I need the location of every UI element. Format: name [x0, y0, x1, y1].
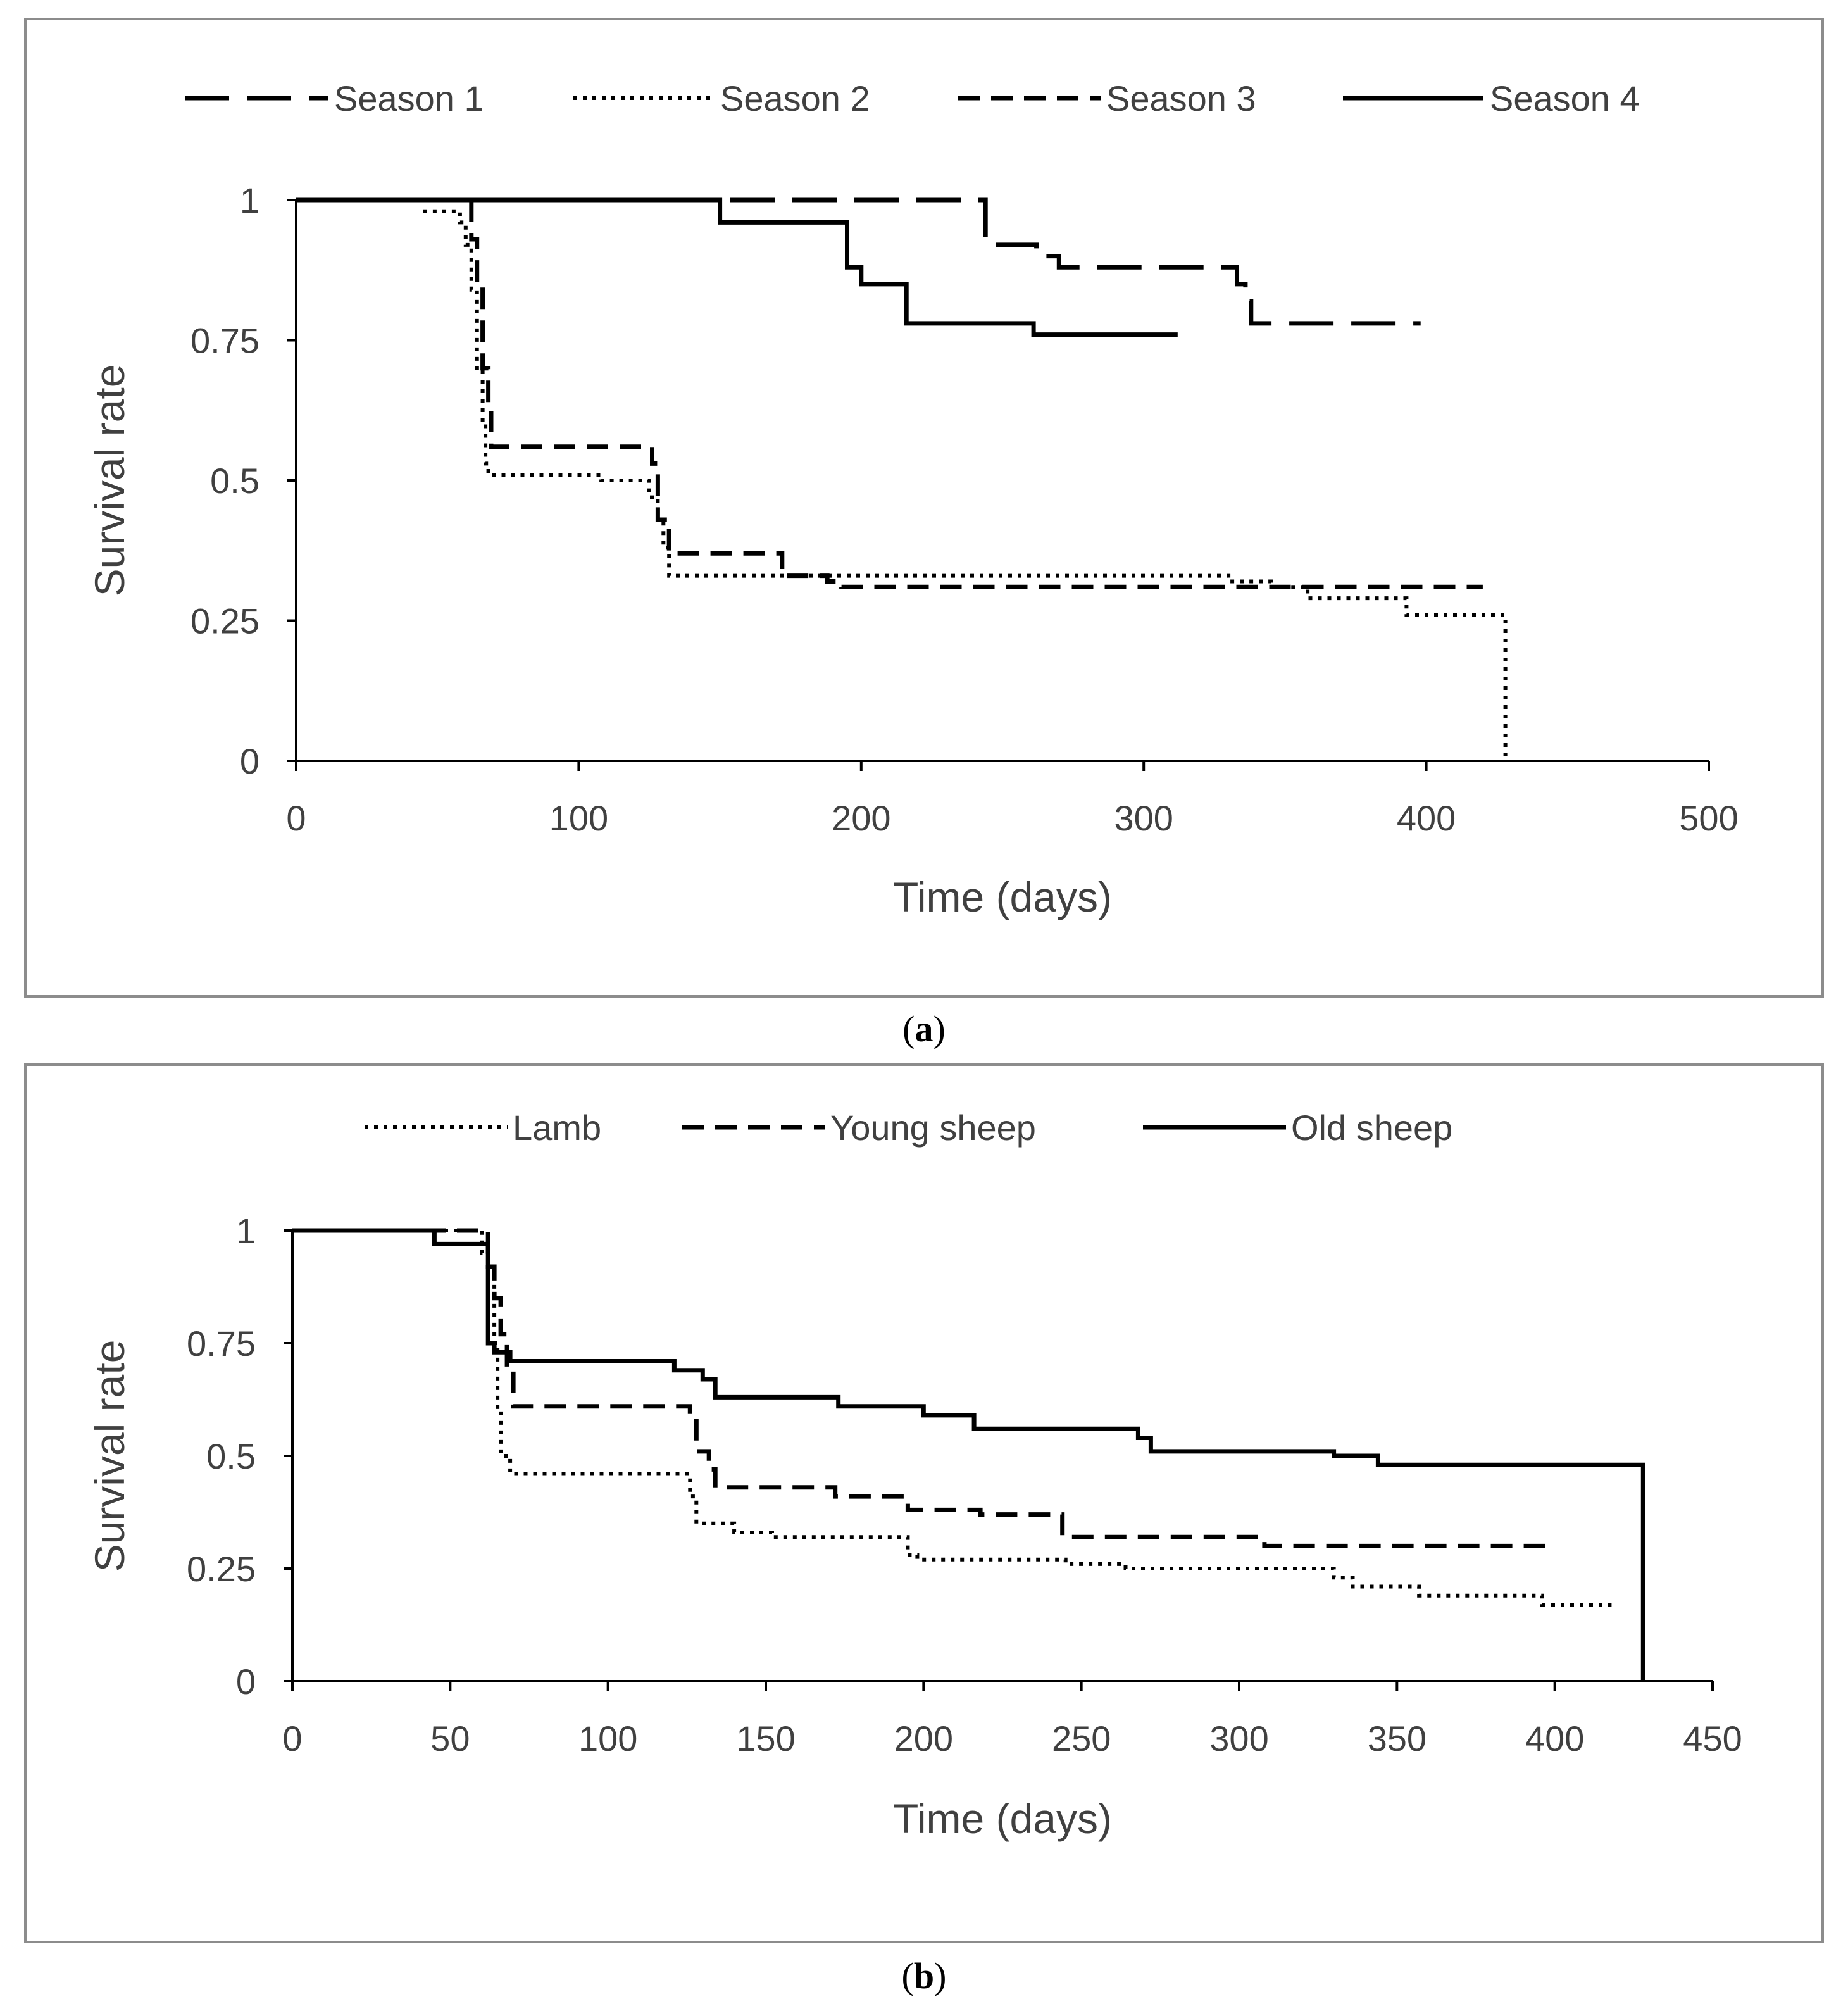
x-tick-label: 100 — [578, 1719, 637, 1758]
series-line-season-2 — [423, 209, 1508, 761]
y-tick-label: 0.25 — [187, 1549, 256, 1589]
x-tick-label: 400 — [1397, 798, 1456, 838]
y-tick-label: 0.25 — [190, 601, 259, 641]
x-tick-label: 200 — [832, 798, 890, 838]
x-tick-label: 100 — [549, 798, 608, 838]
y-tick-label: 0 — [240, 741, 259, 781]
y-tick-label: 0.5 — [210, 461, 259, 501]
x-tick-label: 200 — [894, 1719, 953, 1758]
y-tick-label: 0.75 — [187, 1324, 256, 1363]
panel-label-a: a — [915, 1008, 933, 1049]
x-tick-label: 250 — [1052, 1719, 1111, 1758]
x-axis-title: Time (days) — [893, 874, 1112, 920]
y-tick-label: 0.5 — [206, 1436, 256, 1476]
legend-label-season-2: Season 2 — [720, 78, 870, 118]
legend-label-season-4: Season 4 — [1490, 78, 1640, 118]
x-tick-label: 450 — [1683, 1719, 1742, 1758]
series-line-season-4 — [296, 197, 1178, 337]
y-tick-label: 0 — [236, 1662, 256, 1701]
series-line-season-1 — [296, 197, 1421, 326]
x-tick-label: 150 — [736, 1719, 795, 1758]
panel-caption-b: (b) — [901, 1955, 947, 1996]
x-tick-label: 300 — [1114, 798, 1173, 838]
y-axis-title: Survival rate — [86, 1340, 133, 1572]
y-axis-title: Survival rate — [86, 365, 133, 597]
x-tick-label: 300 — [1209, 1719, 1268, 1758]
series-line-old-sheep — [292, 1228, 1645, 1681]
x-tick-label: 500 — [1679, 798, 1738, 838]
legend-label-season-1: Season 1 — [334, 78, 484, 118]
panel-label-b: b — [913, 1955, 935, 1996]
x-tick-label: 0 — [282, 1719, 302, 1758]
chart-b: 0 0.25 0.5 0.75 1 0 50 100 150 200 250 300 350 400 450… — [86, 1108, 1742, 1842]
chart-a: 0 0.25 0.5 0.75 1 0 100 200 300 400 500 Time (days)… — [86, 78, 1739, 920]
x-tick-label: 0 — [286, 798, 306, 838]
x-tick-label: 50 — [430, 1719, 470, 1758]
legend-label-young-sheep: Young sheep — [830, 1108, 1036, 1148]
chart-panel-a — [24, 18, 1824, 998]
x-tick-label: 350 — [1368, 1719, 1427, 1758]
series-line-season-3 — [469, 200, 1483, 589]
legend-label-season-3: Season 3 — [1106, 78, 1256, 118]
chart-panel-b — [24, 1063, 1824, 1943]
series-line-young-sheep — [292, 1228, 1545, 1548]
legend-label-old-sheep: Old sheep — [1291, 1108, 1452, 1148]
x-tick-label: 400 — [1525, 1719, 1584, 1758]
legend-label-lamb: Lamb — [513, 1108, 601, 1148]
panel-caption-a: (a) — [902, 1008, 946, 1049]
x-axis-title: Time (days) — [893, 1795, 1112, 1842]
y-tick-label: 1 — [236, 1211, 256, 1251]
y-tick-label: 1 — [240, 180, 259, 220]
y-tick-label: 0.75 — [190, 321, 259, 361]
